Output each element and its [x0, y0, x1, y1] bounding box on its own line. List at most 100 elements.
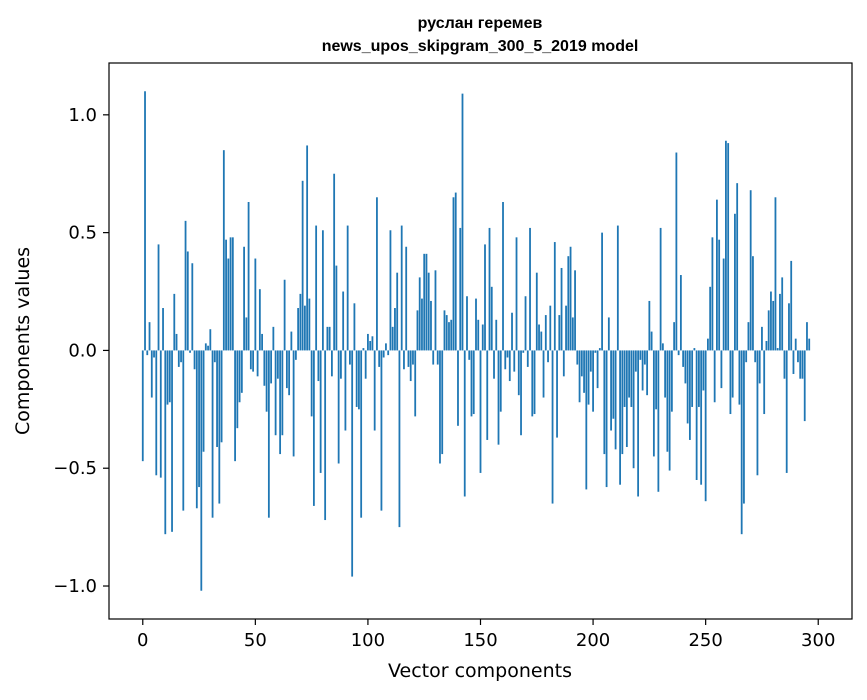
bar — [180, 350, 182, 363]
bar — [486, 350, 489, 440]
x-axis-ticks: 0 50 100 150 200 250 300 — [137, 619, 835, 651]
bar — [716, 199, 718, 351]
bar — [198, 350, 200, 488]
bar — [605, 350, 608, 488]
bar — [360, 350, 363, 518]
x-tick-label: 150 — [463, 630, 497, 651]
bar — [396, 272, 399, 351]
bar — [400, 225, 403, 351]
bar — [171, 350, 173, 532]
bar — [227, 258, 230, 351]
bar — [308, 298, 311, 351]
bar — [150, 350, 153, 398]
bar — [472, 350, 475, 415]
bar — [686, 350, 689, 424]
bar — [238, 350, 241, 403]
bar — [574, 270, 576, 351]
bar — [157, 244, 160, 351]
bar — [652, 350, 655, 457]
bar — [756, 350, 759, 476]
bar — [646, 350, 649, 396]
bar — [256, 350, 259, 377]
bar — [468, 350, 471, 360]
bar — [186, 251, 189, 351]
bar — [409, 350, 412, 382]
bar — [670, 350, 673, 412]
bar — [470, 350, 473, 417]
bar — [788, 303, 790, 351]
bar — [535, 272, 538, 351]
bar — [209, 329, 212, 351]
bar — [184, 220, 187, 351]
bar — [398, 350, 401, 528]
bar — [664, 350, 667, 398]
bar — [315, 225, 318, 351]
bar — [317, 350, 320, 382]
bar — [290, 331, 293, 351]
bar — [218, 350, 221, 504]
bar — [405, 246, 408, 351]
bar — [684, 350, 687, 384]
bar — [727, 143, 730, 351]
bar — [544, 315, 547, 351]
bar — [770, 291, 772, 351]
bar — [189, 350, 191, 353]
bar — [628, 350, 630, 398]
bar — [326, 326, 329, 351]
bar — [803, 350, 806, 422]
bar — [434, 270, 437, 351]
y-tick-label: −0.5 — [53, 458, 97, 479]
bar — [779, 293, 781, 351]
bar — [448, 322, 450, 351]
bar — [632, 350, 635, 469]
bar — [387, 350, 390, 356]
bar — [497, 350, 500, 445]
bar — [522, 350, 525, 353]
bar — [621, 350, 624, 455]
bar — [340, 350, 342, 379]
bar — [508, 350, 511, 382]
bar — [765, 341, 768, 351]
bar — [288, 350, 291, 396]
bar — [328, 326, 331, 351]
bar — [425, 253, 428, 351]
bar — [349, 350, 351, 365]
bar — [371, 336, 374, 351]
bar — [333, 173, 336, 351]
bar — [146, 350, 149, 356]
bar — [321, 230, 324, 351]
bar — [423, 253, 426, 351]
bar — [144, 91, 146, 351]
bar — [776, 348, 779, 351]
bar — [616, 225, 619, 351]
bar — [240, 350, 243, 393]
bar — [707, 338, 709, 351]
bar — [211, 350, 214, 518]
bar — [540, 331, 543, 351]
bar — [682, 350, 685, 367]
bar — [610, 350, 612, 431]
bar — [310, 350, 313, 417]
bar — [364, 350, 367, 379]
bar — [439, 350, 441, 464]
bar — [641, 350, 644, 391]
bar — [691, 350, 694, 407]
bar — [745, 350, 748, 363]
bar — [432, 350, 435, 365]
bar — [619, 350, 621, 485]
bar — [580, 350, 583, 377]
bar — [297, 308, 300, 351]
bar — [270, 350, 273, 384]
bar — [702, 350, 705, 391]
bar — [380, 350, 383, 511]
bar — [427, 272, 430, 351]
bar — [772, 300, 775, 351]
bar — [781, 277, 784, 351]
bar-series — [141, 91, 811, 591]
bar — [722, 258, 725, 351]
bar — [675, 152, 678, 351]
bar — [792, 350, 795, 374]
bar — [213, 350, 216, 363]
bar — [148, 322, 151, 351]
